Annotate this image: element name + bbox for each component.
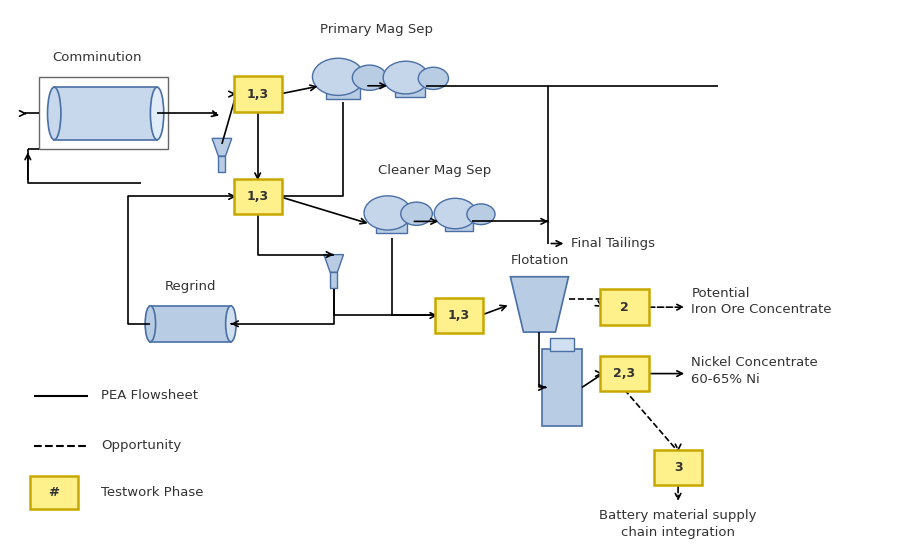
- Ellipse shape: [434, 198, 476, 229]
- Text: Potential: Potential: [691, 287, 750, 300]
- Bar: [542, 349, 582, 426]
- Bar: [330, 272, 338, 288]
- Text: 2: 2: [620, 301, 629, 314]
- Text: #: #: [49, 486, 59, 499]
- Text: 2,3: 2,3: [614, 367, 635, 380]
- Bar: [54, 87, 158, 140]
- FancyBboxPatch shape: [233, 77, 282, 112]
- Text: Cleaner Mag Sep: Cleaner Mag Sep: [378, 164, 491, 177]
- Ellipse shape: [418, 67, 448, 89]
- Text: 1,3: 1,3: [448, 309, 470, 322]
- Text: Nickel Concentrate: Nickel Concentrate: [691, 356, 818, 369]
- Bar: [550, 338, 574, 352]
- Ellipse shape: [145, 306, 156, 342]
- Text: 3: 3: [674, 461, 682, 474]
- Text: Testwork Phase: Testwork Phase: [101, 486, 203, 499]
- Polygon shape: [510, 277, 569, 332]
- Ellipse shape: [226, 306, 236, 342]
- Text: Battery material supply: Battery material supply: [599, 509, 757, 522]
- Bar: [445, 219, 473, 231]
- Ellipse shape: [48, 87, 61, 140]
- Ellipse shape: [312, 58, 364, 96]
- Ellipse shape: [467, 204, 495, 225]
- Text: Comminution: Comminution: [52, 51, 141, 64]
- Bar: [376, 219, 408, 233]
- FancyBboxPatch shape: [233, 179, 282, 214]
- Text: Iron Ore Concentrate: Iron Ore Concentrate: [691, 304, 832, 316]
- Text: Primary Mag Sep: Primary Mag Sep: [320, 23, 433, 36]
- Ellipse shape: [400, 202, 432, 225]
- Bar: [150, 306, 231, 342]
- Text: 1,3: 1,3: [247, 190, 269, 203]
- Text: Regrind: Regrind: [165, 280, 216, 293]
- FancyBboxPatch shape: [600, 356, 649, 391]
- Text: 60-65% Ni: 60-65% Ni: [691, 373, 760, 386]
- Text: Flotation: Flotation: [510, 254, 569, 267]
- FancyBboxPatch shape: [600, 290, 649, 325]
- Polygon shape: [324, 254, 344, 272]
- Text: Opportunity: Opportunity: [101, 439, 182, 452]
- Ellipse shape: [352, 65, 387, 91]
- Text: PEA Flowsheet: PEA Flowsheet: [101, 389, 198, 402]
- FancyBboxPatch shape: [654, 450, 702, 485]
- Bar: [326, 83, 360, 98]
- Ellipse shape: [364, 196, 411, 230]
- Bar: [39, 78, 168, 149]
- Text: chain integration: chain integration: [621, 526, 735, 539]
- FancyBboxPatch shape: [30, 476, 78, 509]
- Bar: [395, 83, 425, 97]
- Polygon shape: [212, 139, 232, 156]
- Bar: [219, 156, 226, 172]
- Text: 1,3: 1,3: [247, 88, 269, 101]
- Text: Final Tailings: Final Tailings: [571, 237, 655, 250]
- Ellipse shape: [150, 87, 164, 140]
- Ellipse shape: [383, 61, 428, 94]
- FancyBboxPatch shape: [435, 298, 483, 333]
